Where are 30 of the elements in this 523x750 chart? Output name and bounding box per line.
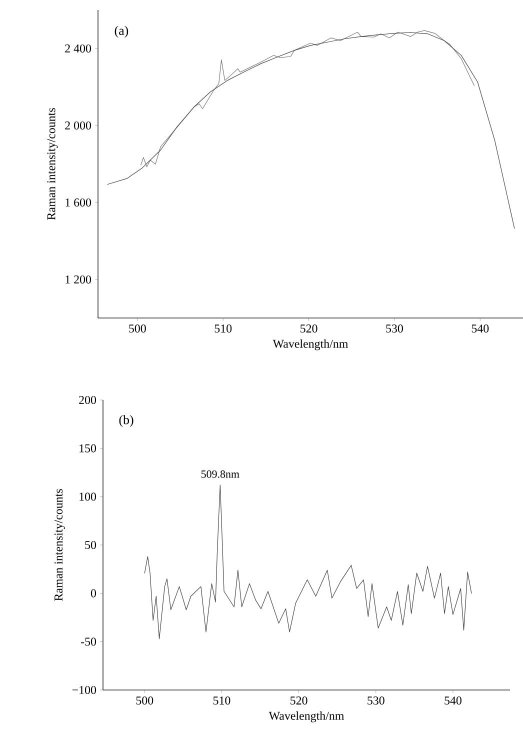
x-axis-title: Wavelength/nm (268, 711, 344, 722)
x-tick-label: 520 (290, 696, 308, 705)
y-tick-label: 50 (85, 540, 96, 550)
y-tick-label: -50 (80, 638, 96, 646)
x-tick-label: 520 (300, 324, 318, 333)
text: (b) (119, 415, 134, 427)
text: (a) (114, 26, 128, 38)
y-tick-label: 2 400 (65, 44, 92, 53)
x-tick-label: 500 (136, 696, 154, 705)
y-tick-label: 0 (90, 589, 96, 598)
x-tick-label: 500 (129, 324, 146, 333)
x-tick-label: 540 (472, 324, 489, 333)
x-tick-label: 510 (214, 324, 232, 333)
y-tick-label: −100 (72, 686, 96, 694)
y-tick-label: 1 200 (66, 275, 92, 284)
line-series (140, 30, 474, 168)
y-axis-title: Raman intensity/counts (47, 108, 58, 220)
line-series (144, 484, 472, 640)
y-tick-label: 150 (80, 444, 96, 452)
y-tick-label: 2 000 (65, 121, 92, 130)
y-tick-label: 1 600 (66, 198, 92, 207)
x-tick-label: 540 (444, 696, 462, 705)
y-axis-title: Raman intensity/counts (54, 489, 65, 601)
x-tick-label: 530 (368, 696, 384, 705)
x-axis-title: Wavelength/nm (272, 339, 348, 350)
x-tick-label: 530 (386, 324, 403, 333)
y-tick-label: 100 (80, 492, 96, 501)
annotation: 509.8nm (201, 470, 240, 478)
x-tick-label: 510 (213, 696, 230, 705)
y-tick-label: 200 (79, 396, 96, 404)
